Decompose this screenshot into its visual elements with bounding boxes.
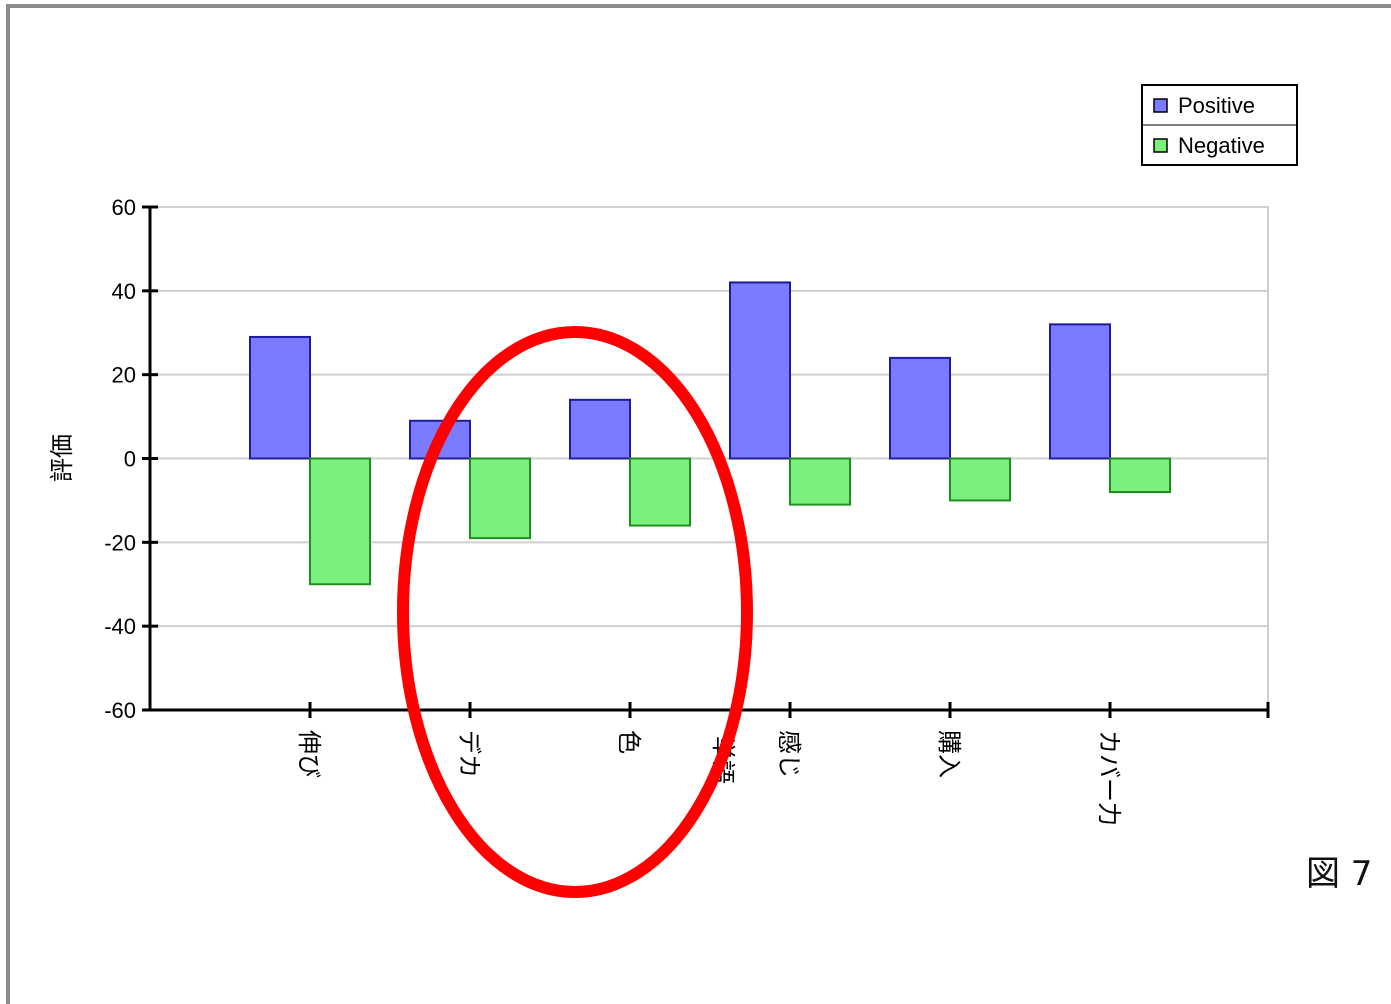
legend-swatch-negative xyxy=(1153,138,1168,153)
legend: Positive Negative xyxy=(1141,84,1298,166)
y-tick-label: 20 xyxy=(112,363,136,388)
bar-chart: 6040200-20-40-60 伸び デカ色感じ 購入 カバー力 評価 単語 Pos… xyxy=(49,84,1298,898)
y-tick-label: -40 xyxy=(104,614,136,639)
bars xyxy=(249,281,1171,586)
y-ticks: 60 40 20 0 -20 -40 -60 xyxy=(104,195,158,723)
figure-label: 図 7 xyxy=(1306,854,1373,894)
x-tick-label: 伸び xyxy=(295,730,322,778)
highlight-ellipse xyxy=(397,326,753,898)
bar-negative xyxy=(949,457,1011,502)
x-tick-label: 色 xyxy=(615,730,642,754)
x-tick-label: 感じ xyxy=(775,730,802,778)
legend-label-positive: Positive xyxy=(1178,93,1255,118)
bar-negative xyxy=(309,457,371,586)
x-tick-label: 購入 xyxy=(935,730,962,778)
y-tick-label: 40 xyxy=(112,279,136,304)
y-tick-label: 60 xyxy=(112,195,136,220)
bar-positive xyxy=(1049,323,1111,460)
bar-negative xyxy=(789,457,851,506)
y-tick-label: 0 xyxy=(124,447,136,472)
legend-swatch-positive xyxy=(1153,98,1168,113)
legend-label-negative: Negative xyxy=(1178,133,1265,158)
bar-positive xyxy=(729,281,791,460)
x-ticks: 伸び デカ 色 感じ 購入 カバー力 xyxy=(295,702,1122,826)
figure-frame xyxy=(6,4,1391,1004)
bar-negative xyxy=(469,457,531,540)
x-tick-label: デカ xyxy=(455,730,482,778)
bar-negative xyxy=(1109,457,1171,494)
y-tick-label: -20 xyxy=(104,530,136,555)
bar-positive xyxy=(249,335,311,460)
y-axis-label: 評価 xyxy=(49,434,76,482)
bar-positive xyxy=(569,398,631,460)
bar-negative xyxy=(629,457,691,527)
x-tick-label: カバー力 xyxy=(1095,730,1122,826)
bar-positive xyxy=(889,356,951,460)
y-tick-label: -60 xyxy=(104,698,136,723)
